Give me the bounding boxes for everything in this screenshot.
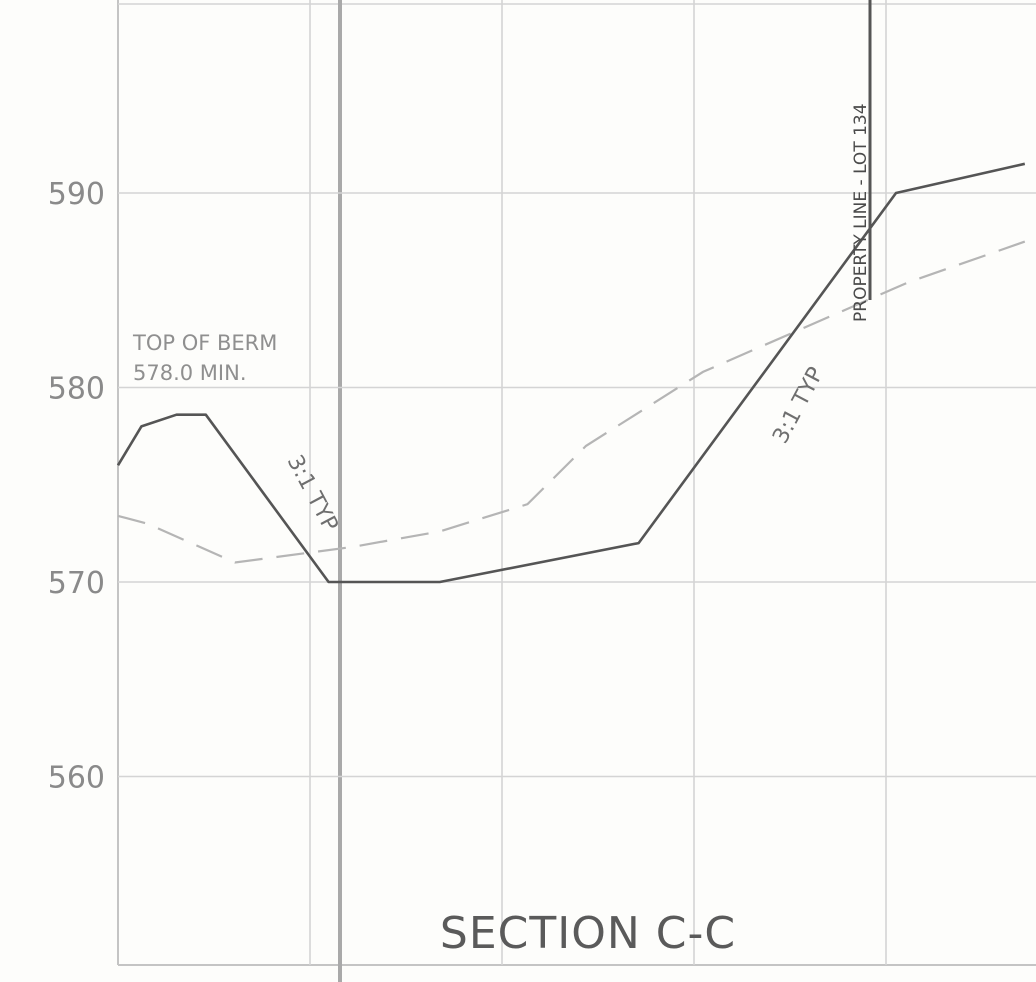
section-title: SECTION C-C [440,908,736,959]
existing-grade-line [117,240,1026,564]
elevation-label-580: 580 [48,372,105,407]
slope-label-left: 3:1 TYP [282,451,343,536]
elevation-label-560: 560 [48,761,105,796]
elevation-label-590: 590 [48,177,105,212]
elevation-label-570: 570 [48,566,105,601]
elevation-labels: 590 580 570 560 [48,177,105,796]
slope-label-right: 3:1 TYP [768,363,829,448]
proposed-grade-line [116,162,1026,584]
property-line-label: PROPERTY LINE - LOT 134 [851,103,871,322]
berm-note-line2: 578.0 MIN. [133,361,247,385]
grid [117,0,1036,982]
berm-note-line1: TOP OF BERM [132,331,277,355]
